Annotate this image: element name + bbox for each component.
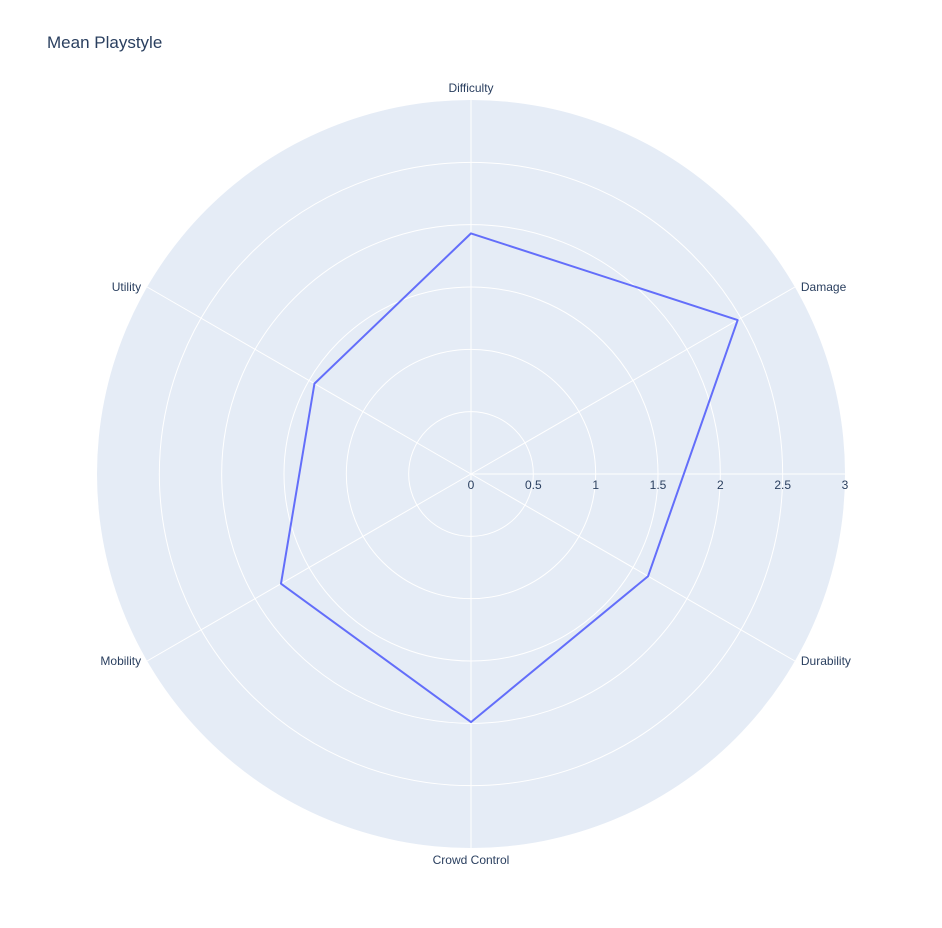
radial-tick-label: 0	[468, 478, 475, 492]
radial-tick-label: 3	[842, 478, 849, 492]
spoke-line	[146, 286, 472, 475]
angular-axis-labels: Difficulty Damage Durability Crowd Control M…	[100, 81, 850, 867]
series-polygon	[279, 232, 739, 724]
radial-tick-labels: 0 0.5 1 1.5 2 2.5 3	[468, 478, 849, 492]
spoke-line	[146, 473, 472, 662]
angular-axis-label: Utility	[112, 280, 141, 294]
angular-axis-label: Durability	[801, 654, 851, 668]
spoke-line	[470, 286, 796, 475]
radial-tick-label: 2	[717, 478, 724, 492]
polar-grid	[146, 100, 845, 848]
angular-axis-label: Crowd Control	[433, 853, 510, 867]
radial-tick-label: 2.5	[774, 478, 791, 492]
angular-axis-label: Damage	[801, 280, 847, 294]
angular-axis-label: Mobility	[100, 654, 141, 668]
radial-tick-label: 1	[592, 478, 599, 492]
spoke-line	[470, 473, 796, 662]
series-layer	[279, 232, 739, 724]
radial-tick-label: 0.5	[525, 478, 542, 492]
radial-tick-label: 1.5	[650, 478, 667, 492]
chart-title: Mean Playstyle	[47, 33, 163, 52]
angular-axis-label: Difficulty	[448, 81, 493, 95]
